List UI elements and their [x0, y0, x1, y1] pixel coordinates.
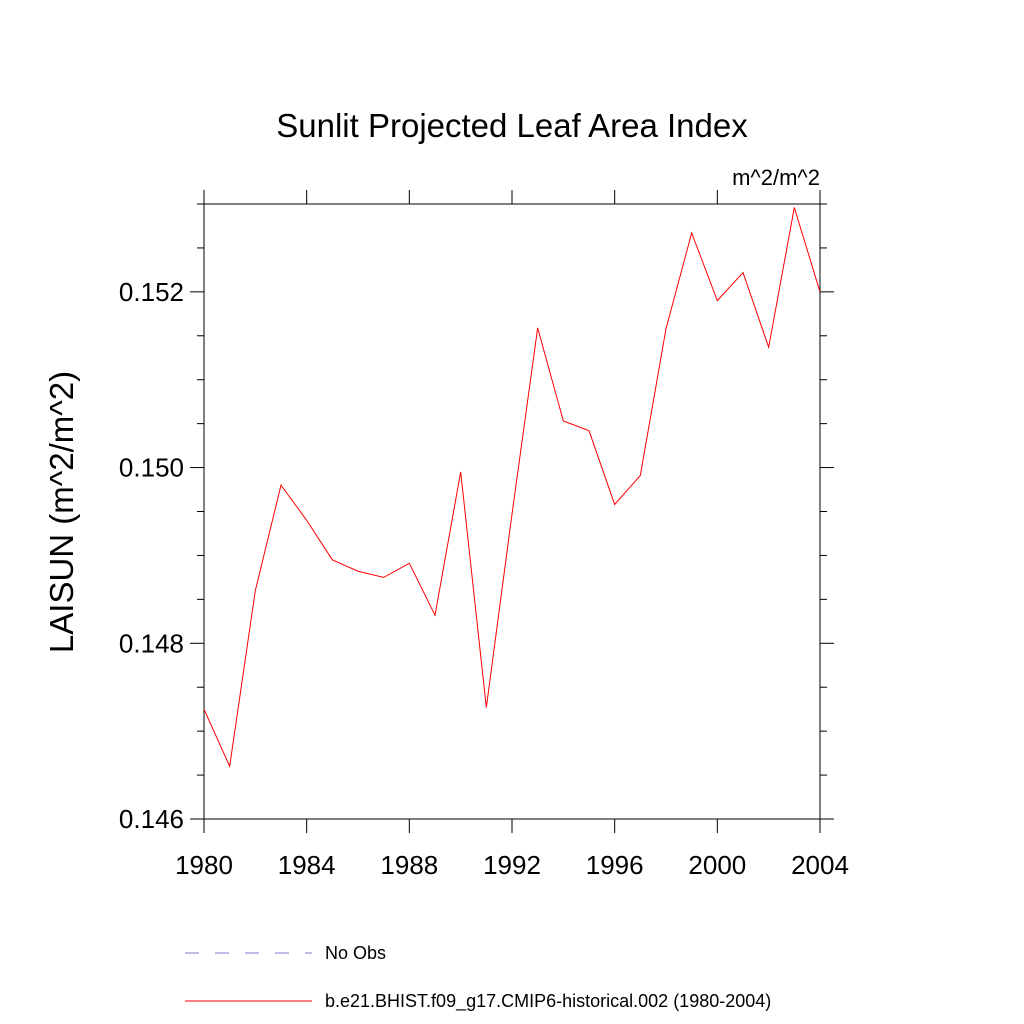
- data-point-1999: [691, 232, 692, 233]
- units-label: m^2/m^2: [732, 165, 820, 190]
- data-point-1981: [229, 766, 230, 767]
- data-point-2003: [794, 207, 795, 208]
- y-tick-label-0.148: 0.148: [119, 628, 184, 658]
- legend-label-model: b.e21.BHIST.f09_g17.CMIP6-historical.002…: [325, 991, 771, 1012]
- data-point-1980: [203, 709, 204, 710]
- data-point-1993: [537, 327, 538, 328]
- data-point-1982: [255, 590, 256, 591]
- axis-ticks: [190, 190, 834, 833]
- data-point-1994: [563, 420, 564, 421]
- series-layer: [203, 207, 821, 769]
- data-point-1985: [332, 559, 333, 560]
- x-tick-label-1980: 1980: [175, 850, 233, 880]
- data-point-1987: [383, 577, 384, 578]
- axis-tick-labels: 1980 1984 1988 1992 1996 2000 2004 0.146 0.148 0.…: [119, 277, 849, 880]
- data-point-1997: [640, 475, 641, 476]
- x-tick-label-1988: 1988: [380, 850, 438, 880]
- data-point-1983: [280, 485, 281, 486]
- data-point-2004: [819, 291, 820, 292]
- data-point-1991: [486, 707, 487, 708]
- data-point-2000: [717, 300, 718, 301]
- x-tick-label-2004: 2004: [791, 850, 849, 880]
- y-tick-label-0.152: 0.152: [119, 277, 184, 307]
- data-point-1988: [409, 563, 410, 564]
- data-point-1989: [434, 615, 435, 616]
- chart-title: Sunlit Projected Leaf Area Index: [276, 107, 748, 144]
- series-line-0: [203, 207, 821, 769]
- legend: No Obs b.e21.BHIST.f09_g17.CMIP6-histori…: [185, 943, 771, 1012]
- data-point-2001: [742, 272, 743, 273]
- data-point-1984: [306, 520, 307, 521]
- data-point-1995: [588, 430, 589, 431]
- data-point-1998: [665, 328, 666, 329]
- data-point-1992: [511, 514, 512, 515]
- x-tick-label-1992: 1992: [483, 850, 541, 880]
- data-point-2002: [768, 347, 769, 348]
- x-tick-label-1984: 1984: [278, 850, 336, 880]
- x-tick-label-1996: 1996: [586, 850, 644, 880]
- y-tick-label-0.15: 0.150: [119, 453, 184, 483]
- y-tick-label-0.146: 0.146: [119, 804, 184, 834]
- data-point-1986: [357, 571, 358, 572]
- legend-label-no-obs: No Obs: [325, 943, 386, 963]
- data-point-1990: [460, 471, 461, 472]
- y-axis-label: LAISUN (m^2/m^2): [43, 371, 80, 653]
- data-point-1996: [614, 504, 615, 505]
- x-tick-label-2000: 2000: [688, 850, 746, 880]
